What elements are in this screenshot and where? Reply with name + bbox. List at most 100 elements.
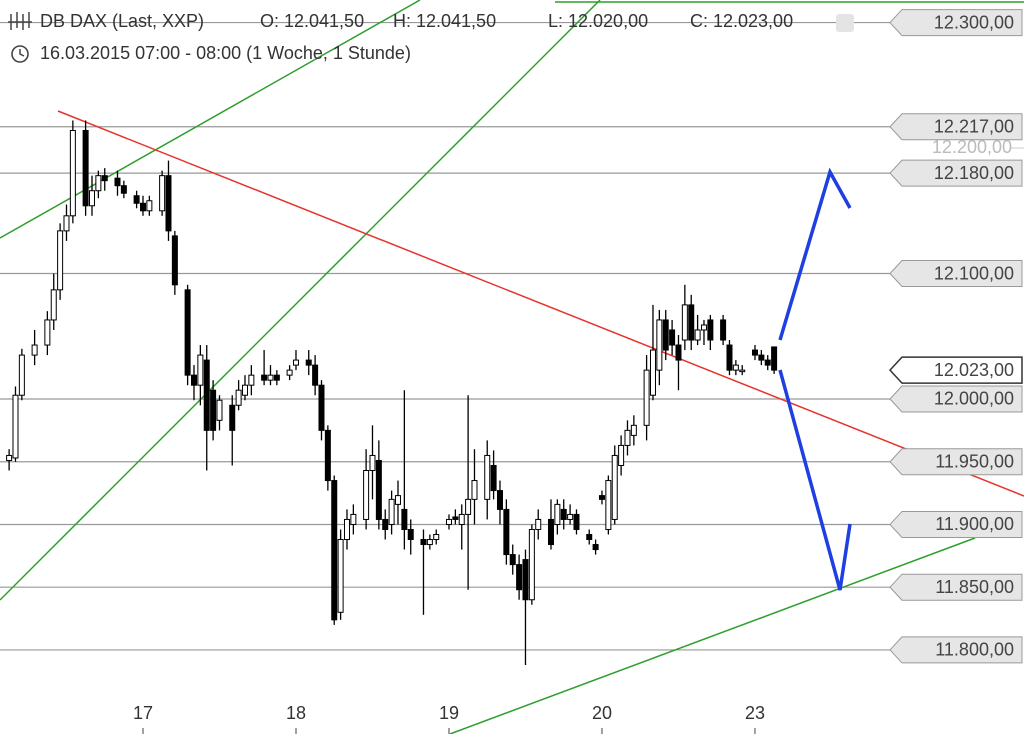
- level-label-box: [889, 260, 1023, 288]
- x-tick-label: 19: [439, 703, 459, 723]
- candle-body: [688, 304, 695, 341]
- level-tag: 12.180,00: [889, 159, 1023, 187]
- candle-body: [114, 177, 121, 187]
- x-tick-label: 18: [286, 703, 306, 723]
- candle: [331, 475, 338, 625]
- candle: [350, 504, 357, 535]
- candle: [203, 345, 210, 471]
- candle-body: [771, 346, 778, 371]
- candle: [133, 190, 140, 209]
- candle: [547, 499, 554, 550]
- candle-body: [286, 369, 293, 376]
- candle-body: [343, 518, 350, 541]
- level-label-box: [889, 448, 1023, 476]
- level-label-box: [889, 9, 1023, 37]
- candle: [426, 534, 433, 550]
- current-price-tag: 12.023,00: [888, 356, 1023, 384]
- candle: [445, 514, 452, 530]
- candle-body: [401, 508, 408, 530]
- candle-body: [369, 454, 376, 472]
- candle: [88, 175, 95, 216]
- candle: [669, 319, 676, 356]
- candle: [433, 529, 440, 545]
- candle-body: [592, 544, 599, 551]
- candle: [420, 529, 427, 615]
- candle-body: [522, 559, 529, 601]
- candle: [465, 395, 472, 590]
- level-tag: 11.850,00: [889, 573, 1023, 601]
- level-tag: 12.000,00: [889, 385, 1023, 413]
- candle: [305, 350, 312, 376]
- candle: [120, 180, 127, 199]
- candle-body: [292, 359, 299, 366]
- candle-body: [248, 374, 255, 386]
- candle: [286, 365, 293, 381]
- candle-body: [273, 374, 280, 381]
- candle-body: [18, 354, 25, 396]
- candle: [503, 499, 510, 565]
- candle-body: [535, 518, 542, 530]
- header: DB DAX (Last, XXP) O: 12.041,50 H: 12.04…: [8, 11, 854, 63]
- candle-body: [445, 518, 452, 525]
- candle-body: [31, 344, 38, 356]
- candle-body: [649, 349, 656, 396]
- y-tick-label: 12.200,00: [932, 137, 1012, 157]
- candle: [573, 509, 580, 535]
- candle: [394, 480, 401, 525]
- candle: [31, 329, 38, 366]
- candle-body: [630, 424, 637, 436]
- candle-body: [190, 374, 197, 386]
- candle: [516, 554, 523, 600]
- level-label: 12.180,00: [934, 163, 1014, 183]
- candle-body: [452, 516, 459, 520]
- candle-body: [726, 344, 733, 371]
- candle: [369, 425, 376, 500]
- candle: [12, 386, 19, 462]
- level-label: 11.900,00: [935, 514, 1014, 534]
- candle: [471, 449, 478, 525]
- candle-body: [50, 289, 57, 321]
- candle: [643, 355, 650, 441]
- candle: [273, 370, 280, 386]
- candle-body: [44, 319, 51, 346]
- candle-body: [12, 394, 19, 459]
- level-tag: 11.900,00: [889, 510, 1023, 538]
- candle-body: [528, 528, 535, 601]
- candle: [592, 539, 599, 555]
- candle: [337, 529, 344, 620]
- candle-body: [484, 454, 491, 500]
- level-tag: 11.800,00: [889, 636, 1023, 664]
- open: O: 12.041,50: [260, 11, 364, 31]
- candle-body: [210, 389, 217, 431]
- candle: [567, 504, 574, 525]
- x-tick-label: 23: [745, 703, 765, 723]
- candle-body: [146, 200, 153, 212]
- clock-icon: [11, 45, 29, 63]
- candle-body: [598, 495, 605, 500]
- trend-line-red: [57, 110, 1024, 497]
- candle-body: [241, 384, 248, 396]
- candle: [586, 529, 593, 545]
- candle: [700, 319, 707, 346]
- candle: [57, 223, 64, 300]
- candle: [235, 380, 242, 411]
- candle: [229, 395, 236, 466]
- candle-body: [363, 470, 370, 520]
- candle-body: [420, 539, 427, 546]
- candle-body: [433, 534, 440, 541]
- candle-body: [337, 539, 344, 613]
- candle-body: [63, 215, 70, 232]
- candle-body: [184, 289, 191, 376]
- candle-body: [324, 429, 331, 482]
- candle: [44, 311, 51, 356]
- candle-body: [758, 354, 765, 361]
- candle-body: [394, 495, 401, 505]
- settings-icon[interactable]: [836, 14, 854, 32]
- candle: [318, 380, 325, 441]
- candle-body: [139, 202, 146, 212]
- candle-body: [375, 459, 382, 520]
- candle-body: [171, 235, 178, 286]
- candle: [382, 509, 389, 540]
- candle: [18, 348, 25, 401]
